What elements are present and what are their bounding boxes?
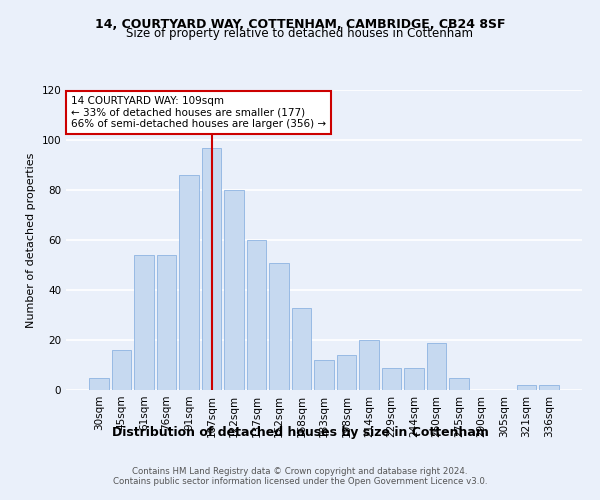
Text: 14, COURTYARD WAY, COTTENHAM, CAMBRIDGE, CB24 8SF: 14, COURTYARD WAY, COTTENHAM, CAMBRIDGE,… bbox=[95, 18, 505, 30]
Text: Contains HM Land Registry data © Crown copyright and database right 2024.: Contains HM Land Registry data © Crown c… bbox=[132, 467, 468, 476]
Bar bbox=[449, 378, 469, 390]
Bar bbox=[427, 342, 446, 390]
Y-axis label: Number of detached properties: Number of detached properties bbox=[26, 152, 36, 328]
Bar bbox=[112, 350, 131, 390]
Bar bbox=[247, 240, 266, 390]
Text: Size of property relative to detached houses in Cottenham: Size of property relative to detached ho… bbox=[127, 28, 473, 40]
Bar bbox=[382, 368, 401, 390]
Bar bbox=[202, 148, 221, 390]
Bar bbox=[134, 255, 154, 390]
Bar bbox=[359, 340, 379, 390]
Text: 14 COURTYARD WAY: 109sqm
← 33% of detached houses are smaller (177)
66% of semi-: 14 COURTYARD WAY: 109sqm ← 33% of detach… bbox=[71, 96, 326, 129]
Bar bbox=[337, 355, 356, 390]
Bar bbox=[292, 308, 311, 390]
Bar bbox=[404, 368, 424, 390]
Bar bbox=[517, 385, 536, 390]
Bar bbox=[224, 190, 244, 390]
Bar bbox=[157, 255, 176, 390]
Bar bbox=[89, 378, 109, 390]
Text: Contains public sector information licensed under the Open Government Licence v3: Contains public sector information licen… bbox=[113, 477, 487, 486]
Bar bbox=[269, 262, 289, 390]
Bar bbox=[314, 360, 334, 390]
Bar bbox=[179, 175, 199, 390]
Text: Distribution of detached houses by size in Cottenham: Distribution of detached houses by size … bbox=[112, 426, 488, 439]
Bar bbox=[539, 385, 559, 390]
